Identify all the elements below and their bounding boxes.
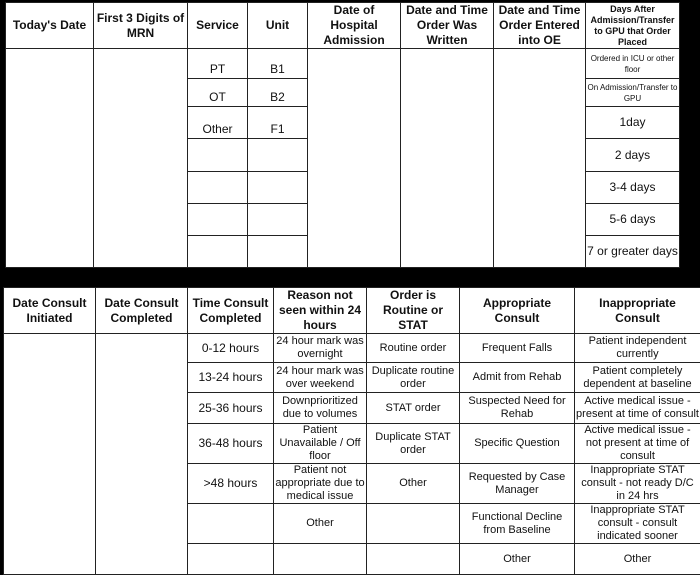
inappropriate-option[interactable]: Inappropriate STAT consult - not ready D… <box>575 464 700 504</box>
order-type-option[interactable]: Routine order <box>367 334 460 363</box>
admission-date-cell[interactable] <box>308 49 401 268</box>
reason-option[interactable]: Other <box>274 504 367 544</box>
time-option[interactable]: >48 hours <box>188 464 274 504</box>
time-option[interactable] <box>188 544 274 575</box>
order-type-option[interactable]: Duplicate STAT order <box>367 424 460 464</box>
order-type-option[interactable]: Other <box>367 464 460 504</box>
days-option[interactable]: On Admission/Transfer to GPU <box>586 79 680 107</box>
header-consult-completed: Date Consult Completed <box>96 288 188 334</box>
header-order-type: Order is Routine or STAT <box>367 288 460 334</box>
header-order-written: Date and Time Order Was Written <box>401 3 494 49</box>
header-inappropriate: Inappropriate Consult <box>575 288 700 334</box>
reason-option[interactable] <box>274 544 367 575</box>
order-tracking-table: Today's Date First 3 Digits of MRN Servi… <box>5 2 680 268</box>
appropriate-option[interactable]: Other <box>460 544 575 575</box>
service-option[interactable] <box>188 236 248 268</box>
order-type-option[interactable]: STAT order <box>367 393 460 424</box>
header-todays-date: Today's Date <box>6 3 94 49</box>
consult-tracking-table: Date Consult Initiated Date Consult Comp… <box>3 287 700 575</box>
mrn-cell[interactable] <box>94 49 188 268</box>
appropriate-option[interactable]: Suspected Need for Rehab <box>460 393 575 424</box>
unit-option[interactable] <box>248 204 308 236</box>
inappropriate-option[interactable]: Patient independent currently <box>575 334 700 363</box>
service-option[interactable]: Other <box>188 107 248 139</box>
order-type-option[interactable] <box>367 544 460 575</box>
reason-option[interactable]: 24 hour mark was over weekend <box>274 363 367 393</box>
header-admission-date: Date of Hospital Admission <box>308 3 401 49</box>
days-option[interactable]: 1day <box>586 107 680 139</box>
header-unit: Unit <box>248 3 308 49</box>
consult-completed-cell[interactable] <box>96 334 188 575</box>
reason-option[interactable]: 24 hour mark was overnight <box>274 334 367 363</box>
appropriate-option[interactable]: Functional Decline from Baseline <box>460 504 575 544</box>
service-option[interactable]: OT <box>188 79 248 107</box>
days-option[interactable]: 5-6 days <box>586 204 680 236</box>
unit-option[interactable] <box>248 236 308 268</box>
appropriate-option[interactable]: Frequent Falls <box>460 334 575 363</box>
todays-date-cell[interactable] <box>6 49 94 268</box>
reason-option[interactable]: Patient Unavailable / Off floor <box>274 424 367 464</box>
appropriate-option[interactable]: Admit from Rehab <box>460 363 575 393</box>
unit-option[interactable]: B1 <box>248 49 308 79</box>
order-written-cell[interactable] <box>401 49 494 268</box>
reason-option[interactable]: Patient not appropriate due to medical i… <box>274 464 367 504</box>
inappropriate-option[interactable]: Other <box>575 544 700 575</box>
time-option[interactable]: 36-48 hours <box>188 424 274 464</box>
unit-option[interactable]: F1 <box>248 107 308 139</box>
service-option[interactable] <box>188 139 248 172</box>
service-option[interactable]: PT <box>188 49 248 79</box>
header-reason: Reason not seen within 24 hours <box>274 288 367 334</box>
header-service: Service <box>188 3 248 49</box>
time-option[interactable]: 0-12 hours <box>188 334 274 363</box>
time-option[interactable]: 13-24 hours <box>188 363 274 393</box>
order-type-option[interactable]: Duplicate routine order <box>367 363 460 393</box>
inappropriate-option[interactable]: Active medical issue - present at time o… <box>575 393 700 424</box>
inappropriate-option[interactable]: Inappropriate STAT consult - consult ind… <box>575 504 700 544</box>
header-days-after: Days After Admission/Transfer to GPU tha… <box>586 3 680 49</box>
consult-initiated-cell[interactable] <box>4 334 96 575</box>
inappropriate-option[interactable]: Patient completely dependent at baseline <box>575 363 700 393</box>
reason-option[interactable]: Downprioritized due to volumes <box>274 393 367 424</box>
time-option[interactable] <box>188 504 274 544</box>
unit-option[interactable]: B2 <box>248 79 308 107</box>
header-appropriate: Appropriate Consult <box>460 288 575 334</box>
appropriate-option[interactable]: Requested by Case Manager <box>460 464 575 504</box>
days-option[interactable]: 3-4 days <box>586 172 680 204</box>
days-option[interactable]: Ordered in ICU or other floor <box>586 49 680 79</box>
order-entered-cell[interactable] <box>494 49 586 268</box>
unit-option[interactable] <box>248 172 308 204</box>
header-consult-initiated: Date Consult Initiated <box>4 288 96 334</box>
service-option[interactable] <box>188 204 248 236</box>
unit-option[interactable] <box>248 139 308 172</box>
days-option[interactable]: 2 days <box>586 139 680 172</box>
header-order-entered: Date and Time Order Entered into OE <box>494 3 586 49</box>
service-option[interactable] <box>188 172 248 204</box>
inappropriate-option[interactable]: Active medical issue - not present at ti… <box>575 424 700 464</box>
order-type-option[interactable] <box>367 504 460 544</box>
days-option[interactable]: 7 or greater days <box>586 236 680 268</box>
header-mrn: First 3 Digits of MRN <box>94 3 188 49</box>
header-time-completed: Time Consult Completed <box>188 288 274 334</box>
time-option[interactable]: 25-36 hours <box>188 393 274 424</box>
appropriate-option[interactable]: Specific Question <box>460 424 575 464</box>
